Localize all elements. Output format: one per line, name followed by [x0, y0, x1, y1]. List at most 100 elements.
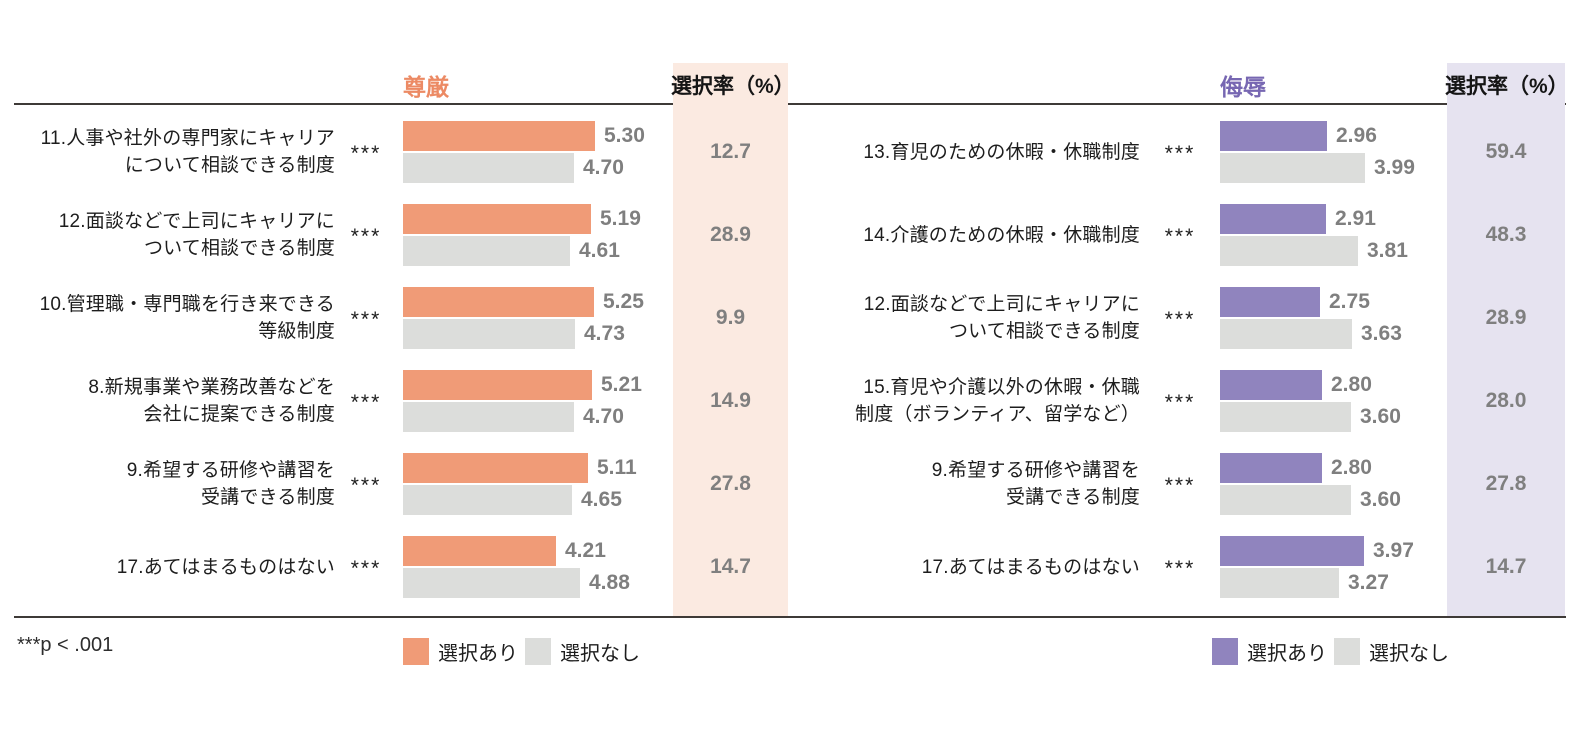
dignity-rate-column-band: [673, 63, 788, 616]
selected-bar: [1220, 453, 1322, 483]
selected-bar: [1220, 370, 1322, 400]
selected-value: 5.19: [600, 207, 641, 230]
selected-value: 2.80: [1331, 456, 1372, 479]
not-selected-bar: [1220, 402, 1351, 432]
significance-marker: ***: [1164, 225, 1196, 248]
significance-marker: ***: [350, 225, 382, 248]
insult-legend-item-not-selected: 選択なし: [1334, 637, 1449, 666]
top-rule: [14, 103, 1566, 105]
not-selected-value: 4.65: [581, 488, 622, 511]
not-selected-bar: [403, 319, 575, 349]
selected-value: 5.21: [601, 373, 642, 396]
dignity-title: 尊厳: [403, 74, 449, 100]
not-selected-bar: [403, 568, 580, 598]
selection-rate: 14.7: [1485, 555, 1527, 578]
not-selected-value: 4.70: [583, 405, 624, 428]
category-label: 12.面談などで上司にキャリアに ついて相談できる制度: [58, 211, 335, 259]
selection-rate: 59.4: [1485, 140, 1527, 163]
category-label: 9.希望する研修や講習を 受講できる制度: [931, 460, 1140, 508]
category-label: 8.新規事業や業務改善などを 会社に提案できる制度: [88, 377, 335, 425]
not-selected-bar: [403, 402, 574, 432]
dignity-selected-swatch-icon: [403, 638, 429, 665]
significance-marker: ***: [350, 557, 382, 580]
selected-value: 2.80: [1331, 373, 1372, 396]
selected-value: 5.11: [597, 456, 637, 479]
category-label: 17.あてはまるものはない: [116, 557, 335, 578]
selected-bar: [403, 453, 588, 483]
dignity-rate-header: 選択率（%）: [671, 75, 795, 98]
not-selected-value: 3.60: [1360, 405, 1401, 428]
not-selected-bar: [1220, 153, 1365, 183]
selected-value: 3.97: [1373, 539, 1414, 562]
selected-value: 2.75: [1329, 290, 1370, 313]
not-selected-bar: [403, 485, 572, 515]
not-selected-bar: [1220, 319, 1352, 349]
selection-rate: 48.3: [1485, 223, 1527, 246]
significance-marker: ***: [1164, 308, 1196, 331]
selection-rate: 28.9: [1485, 306, 1527, 329]
insult-legend-label-not-selected: 選択なし: [1369, 643, 1449, 665]
category-label: 12.面談などで上司にキャリアに ついて相談できる制度: [863, 294, 1140, 342]
selected-value: 5.30: [604, 124, 645, 147]
significance-marker: ***: [1164, 142, 1196, 165]
not-selected-value: 3.99: [1374, 156, 1415, 179]
insult-legend-item-selected: 選択あり: [1212, 637, 1327, 666]
not-selected-value: 3.81: [1367, 239, 1408, 262]
not-selected-bar: [403, 153, 574, 183]
insult-title: 侮辱: [1220, 74, 1266, 100]
selected-bar: [403, 121, 595, 151]
dignity-legend-item-not-selected: 選択なし: [525, 637, 640, 666]
category-label: 13.育児のための休暇・休職制度: [863, 142, 1140, 163]
insult-selected-swatch-icon: [1212, 638, 1238, 665]
dignity-not-selected-swatch-icon: [525, 638, 551, 665]
not-selected-bar: [1220, 236, 1358, 266]
not-selected-bar: [1220, 485, 1351, 515]
category-label: 17.あてはまるものはない: [921, 557, 1140, 578]
significance-marker: ***: [1164, 391, 1196, 414]
selected-bar: [403, 370, 592, 400]
significance-marker: ***: [1164, 474, 1196, 497]
not-selected-value: 3.27: [1348, 571, 1389, 594]
not-selected-bar: [403, 236, 570, 266]
category-label: 10.管理職・専門職を行き来できる 等級制度: [39, 294, 335, 342]
selected-bar: [1220, 204, 1326, 234]
dignity-legend-label-selected: 選択あり: [438, 643, 518, 665]
selected-value: 2.91: [1335, 207, 1376, 230]
selected-value: 4.21: [565, 539, 606, 562]
selection-rate: 28.9: [710, 223, 751, 246]
selection-rate: 27.8: [710, 472, 751, 495]
dignity-legend-item-selected: 選択あり: [403, 637, 518, 666]
selection-rate: 14.9: [710, 389, 751, 412]
insult-rate-header: 選択率（%）: [1445, 75, 1569, 98]
selected-value: 5.25: [603, 290, 644, 313]
not-selected-value: 3.60: [1360, 488, 1401, 511]
category-label: 15.育児や介護以外の休暇・休職 制度（ボランティア、留学など）: [855, 377, 1140, 425]
selected-bar: [1220, 121, 1327, 151]
bottom-rule: [14, 616, 1566, 618]
selected-bar: [1220, 536, 1364, 566]
selected-bar: [403, 204, 591, 234]
selection-rate: 12.7: [710, 140, 751, 163]
not-selected-value: 4.73: [584, 322, 625, 345]
significance-marker: ***: [350, 474, 382, 497]
significance-marker: ***: [350, 142, 382, 165]
selection-rate: 28.0: [1485, 389, 1527, 412]
not-selected-value: 4.61: [579, 239, 620, 262]
selected-bar: [403, 536, 556, 566]
significance-marker: ***: [1164, 557, 1196, 580]
dignity-legend-label-not-selected: 選択なし: [560, 643, 640, 665]
category-label: 14.介護のための休暇・休職制度: [863, 225, 1140, 246]
selection-rate: 14.7: [710, 555, 751, 578]
not-selected-bar: [1220, 568, 1339, 598]
selected-bar: [403, 287, 594, 317]
category-label: 9.希望する研修や講習を 受講できる制度: [126, 460, 335, 508]
category-label: 11.人事や社外の専門家にキャリア について相談できる制度: [40, 128, 335, 176]
not-selected-value: 3.63: [1361, 322, 1402, 345]
insult-legend-label-selected: 選択あり: [1247, 643, 1327, 665]
selection-rate: 27.8: [1485, 472, 1527, 495]
selected-bar: [1220, 287, 1320, 317]
significance-marker: ***: [350, 391, 382, 414]
not-selected-value: 4.88: [589, 571, 630, 594]
insult-not-selected-swatch-icon: [1334, 638, 1360, 665]
